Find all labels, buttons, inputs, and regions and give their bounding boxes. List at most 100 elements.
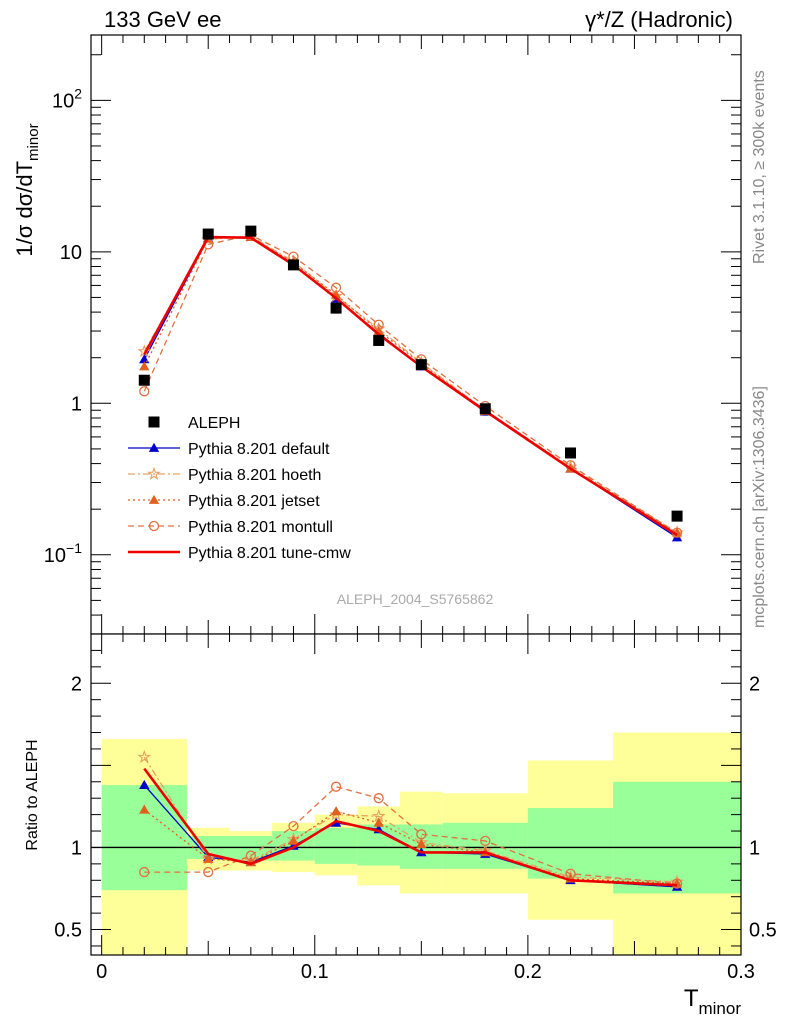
ratio-point-montull [416,829,427,840]
ratio-series-montull [139,781,683,889]
band-inner [101,785,187,891]
series-line-tune_cmw [143,235,678,537]
x-tick-label: 0 [96,961,107,983]
legend-marker [147,466,161,480]
main-frame [90,34,742,635]
ratio-point-montull [139,866,150,878]
ratio-tick-labels: 0.5 0.5 1 1 2 2 0 0.1 0.2 0.3 [54,673,777,983]
ratio-point-jetset [203,853,214,863]
ratio-point-jetset [416,838,427,849]
x-axis-label-text: T [684,985,699,1012]
x-tick-label: 0.2 [514,961,542,983]
data-point-data [415,359,427,371]
ratio-point-jetset [288,835,299,845]
legend-item: Pythia 8.201 hoeth [128,466,321,484]
data-point-data [202,228,214,240]
ratio-y-tick-label: 2 [71,673,82,695]
data-point-montull [373,319,384,330]
ratio-series-layer [137,749,684,891]
data-point-data [565,447,577,459]
legend-marker [148,416,160,428]
ratio-point-montull [373,793,384,804]
main-y-tick-label: 102 [52,85,82,112]
data-point-montull [139,386,150,397]
ratio-series-tune_cmw [143,767,678,887]
tick-base: 10 [52,90,74,112]
legend-label: Pythia 8.201 default [188,441,330,458]
data-point-data [287,259,299,271]
data-point-data [245,225,257,237]
main-series-layer [137,225,684,542]
ratio-point-jetset [373,817,384,827]
ratio-y-tick-label-right: 2 [749,673,760,695]
ratio-panel: 0.5 0.5 1 1 2 2 0 0.1 0.2 0.3 Ratio to ALEPH Tmin… [24,633,777,1018]
legend-item: Pythia 8.201 montull [128,519,333,536]
ratio-y-tick-label-right: 1 [749,837,760,859]
data-point-jetset [139,361,150,371]
ratio-line-montull [144,785,678,885]
series-data [138,225,683,522]
ratio-point-montull [245,850,256,861]
ratio-point-montull [480,835,491,847]
legend-item: Pythia 8.201 jetset [128,493,320,510]
ratio-axis-ticks [90,633,742,956]
mcplots-label: mcplots.cern.ch [arXiv:1306.3436] [751,386,768,628]
data-point-data [138,374,150,386]
band-inner [314,827,358,864]
data-point-data [671,510,683,522]
data-point-data [479,403,491,415]
ratio-line-tune_cmw [143,767,678,887]
main-y-axis-label-subscript: minor [25,123,42,161]
series-line-jetset [143,236,678,534]
ratio-point-montull [565,868,576,879]
x-axis-label: Tminor [684,985,742,1018]
ratio-uncertainty-bands [91,732,741,955]
header-right: γ*/Z (Hadronic) [585,7,733,32]
ratio-point-montull [671,878,683,889]
legend-marker [148,494,160,504]
header-left: 133 GeV ee [104,7,221,32]
legend-label: Pythia 8.201 tune-cmw [188,545,351,562]
legend-item: Pythia 8.201 default [128,441,330,458]
series-tune_cmw [143,235,678,537]
data-point-data [330,302,342,314]
data-point-data [373,334,385,346]
main-y-tick-label: 1 [71,393,82,415]
legend: ALEPH Pythia 8.201 default Pythia 8.201 ho… [128,415,351,562]
series-line-montull [143,234,678,534]
ratio-point-hoeth [137,749,152,764]
tick-exponent: −1 [66,540,82,556]
ratio-frame [90,633,742,956]
legend-marker [148,442,160,452]
tick-base: 10 [44,545,66,567]
x-tick-label: 0.3 [727,961,755,983]
main-y-axis-label: 1/σ dσ/dTminor [12,123,42,256]
legend-label: Pythia 8.201 jetset [188,493,320,510]
main-y-axis-label-text: 1/σ dσ/dT [12,161,37,257]
main-y-tick-label: 10 [60,242,82,264]
ratio-line-jetset [143,809,678,885]
legend-marker [148,520,160,532]
ratio-point-default [139,779,150,789]
ratio-y-tick-label: 0.5 [54,920,82,942]
legend-label: Pythia 8.201 hoeth [188,467,321,484]
analysis-id: ALEPH_2004_S5765862 [337,591,494,607]
legend-label: ALEPH [188,415,240,432]
rivet-label: Rivet 3.1.10, ≥ 300k events [751,70,768,264]
legend-item: Pythia 8.201 tune-cmw [128,545,351,562]
legend-item: ALEPH [148,415,240,432]
tick-exponent: 2 [74,85,82,101]
ratio-point-montull [203,866,214,878]
x-tick-label: 0.1 [301,961,329,983]
main-plot-area [90,34,742,635]
ratio-point-montull [330,781,342,792]
legend-label: Pythia 8.201 montull [188,519,333,536]
ratio-y-tick-label: 1 [71,837,82,859]
ratio-point-hoeth [329,807,343,821]
main-axis-ticks [91,35,742,635]
ratio-y-tick-label-right: 0.5 [749,920,777,942]
data-point-montull [330,282,342,293]
main-y-tick-label: 10−1 [44,540,82,567]
